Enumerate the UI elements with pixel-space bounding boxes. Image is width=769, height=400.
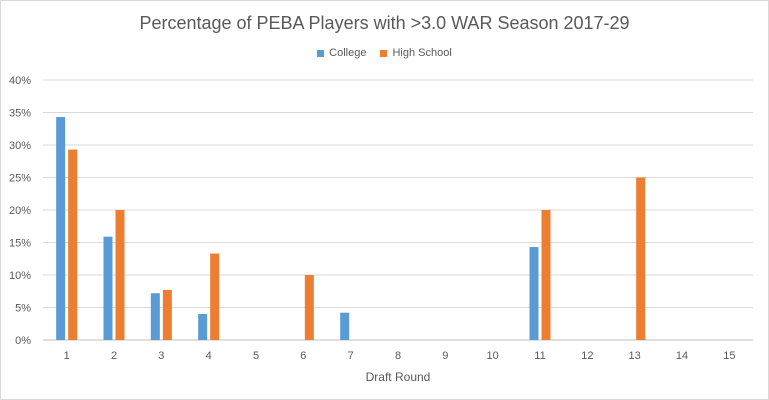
- bar-college-round-11: [529, 247, 539, 340]
- legend-item-college: College: [317, 47, 366, 59]
- x-tick-label: 10: [487, 350, 499, 362]
- y-tick-label: 25%: [9, 173, 31, 185]
- legend: College High School: [1, 47, 768, 59]
- x-tick-label: 5: [253, 350, 259, 362]
- legend-swatch-high-school: [380, 49, 388, 57]
- bar-high-school-round-1: [68, 149, 78, 340]
- y-tick-label: 15%: [9, 238, 31, 250]
- x-tick-label: 9: [442, 350, 448, 362]
- y-tick-label: 5%: [15, 303, 31, 315]
- bar-college-round-2: [103, 236, 113, 340]
- x-tick-label: 8: [395, 350, 401, 362]
- legend-label-high-school: High School: [392, 47, 452, 59]
- bar-high-school-round-4: [210, 253, 220, 340]
- x-tick-label: 13: [629, 350, 641, 362]
- y-tick-label: 10%: [9, 270, 31, 282]
- x-tick-label: 1: [64, 350, 70, 362]
- bar-high-school-round-11: [541, 210, 551, 340]
- legend-label-college: College: [329, 47, 367, 59]
- bar-high-school-round-3: [162, 289, 172, 340]
- bar-college-round-7: [340, 312, 350, 340]
- chart-title: Percentage of PEBA Players with >3.0 WAR…: [139, 13, 630, 33]
- x-axis-title: Draft Round: [366, 370, 431, 384]
- y-tick-label: 0%: [15, 335, 31, 347]
- y-tick-label: 40%: [9, 75, 31, 87]
- y-tick-label: 20%: [9, 205, 31, 217]
- x-tick-label: 15: [723, 350, 735, 362]
- bar-college-round-3: [150, 293, 160, 340]
- y-tick-label: 35%: [9, 108, 31, 120]
- x-tick-label: 7: [348, 350, 354, 362]
- bar-high-school-round-2: [115, 210, 125, 340]
- legend-item-high-school: High School: [380, 47, 452, 59]
- legend-swatch-college: [317, 49, 325, 57]
- x-tick-label: 2: [111, 350, 117, 362]
- bar-college-round-4: [198, 314, 208, 340]
- x-tick-label: 3: [158, 350, 164, 362]
- x-tick-label: 11: [534, 350, 545, 362]
- y-tick-label: 30%: [9, 140, 31, 152]
- x-tick-label: 12: [581, 350, 593, 362]
- x-tick-label: 6: [300, 350, 306, 362]
- bar-college-round-1: [56, 117, 66, 340]
- x-tick-label: 14: [676, 350, 688, 362]
- bar-high-school-round-6: [304, 275, 314, 340]
- bar-high-school-round-13: [636, 177, 646, 340]
- x-tick-label: 4: [206, 350, 212, 362]
